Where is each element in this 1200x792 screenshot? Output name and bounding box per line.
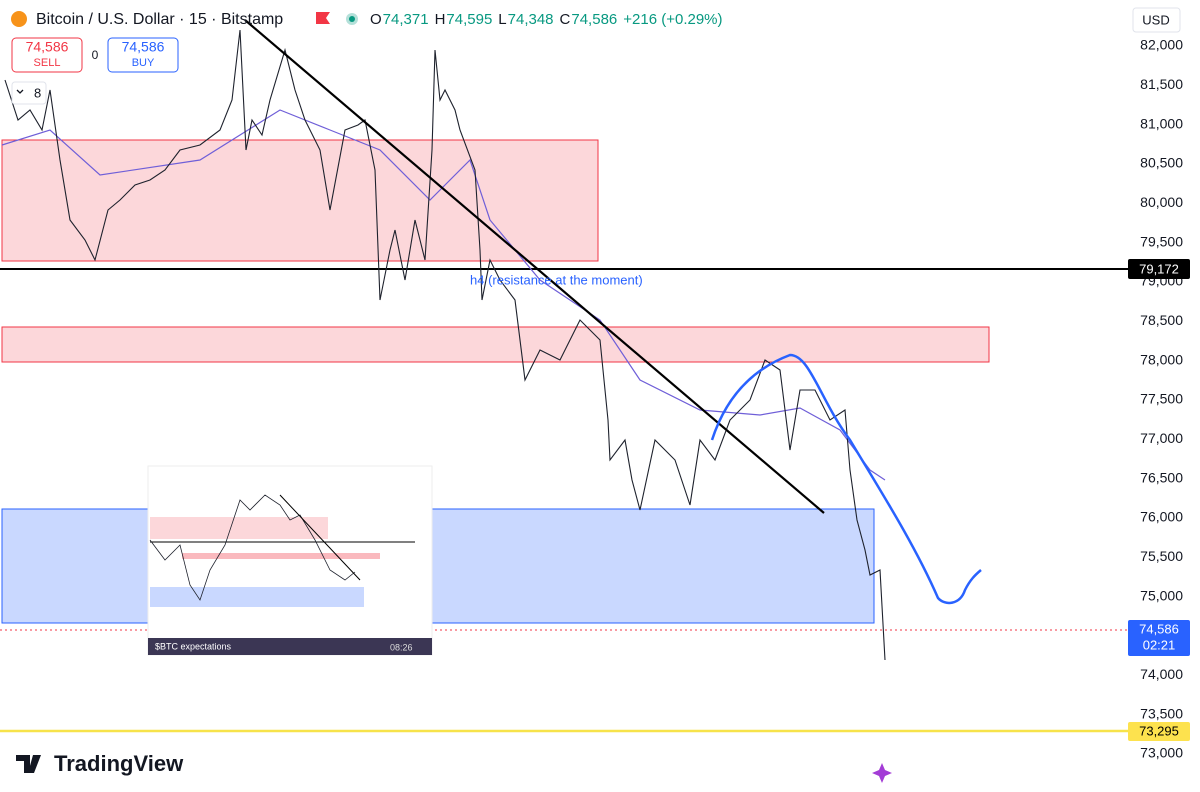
moving-average [1, 109, 886, 481]
ohlc-value: 74,595 [446, 11, 492, 28]
inset-zone [182, 553, 380, 559]
ohlc: O 74,371 H 74,595 L 74,348 C 74,586 +216 (+0.29%… [370, 11, 723, 28]
last-price-bg [1128, 620, 1190, 656]
ohlc-key: L [498, 11, 506, 28]
sell-button[interactable] [11, 37, 83, 73]
price-tick-label: 75,000 [1140, 587, 1183, 603]
countdown: 02:21 [1143, 637, 1176, 652]
inset-series [149, 494, 356, 601]
brand: TradingView [54, 751, 184, 776]
currency[interactable]: USD [1142, 12, 1169, 27]
price-tick-label: 78,000 [1140, 351, 1183, 367]
price-tick-label: 80,000 [1140, 194, 1183, 210]
projection-drawing [710, 353, 982, 605]
price-tick-label: 73,500 [1140, 705, 1183, 721]
ohlc-key: H [435, 11, 446, 28]
target-label-bg [1128, 722, 1190, 741]
inset-frame [147, 465, 433, 656]
target-label: 73,295 [1139, 723, 1179, 738]
ohlc-value: 74,586 [571, 11, 617, 28]
price-tick-label: 82,000 [1140, 37, 1183, 53]
price-tick-label: 75,500 [1140, 548, 1183, 564]
assistant-icon[interactable] [872, 763, 892, 783]
price-tick-label: 80,500 [1140, 155, 1183, 171]
symbol: Bitcoin / U.S. Dollar · 15 · Bitstamp [36, 11, 283, 28]
price-tick-label: 77,000 [1140, 430, 1183, 446]
ohlc-value: 74,348 [508, 11, 554, 28]
inset-caption: $BTC expectations [155, 641, 232, 651]
sell-label[interactable]: SELL [34, 57, 61, 69]
indicator-toggle[interactable] [11, 81, 47, 105]
inset-image: $BTC expectations 08:26 [147, 465, 433, 656]
last-price: 74,586 [1139, 621, 1179, 636]
change: +216 (+0.29%) [623, 11, 722, 28]
price-tick-label: 73,000 [1140, 745, 1183, 761]
annotation: h4 (resistance at the moment) [470, 272, 643, 287]
buy-label[interactable]: BUY [132, 57, 155, 69]
buy-price[interactable]: 74,586 [122, 39, 165, 55]
currency-button[interactable] [1132, 7, 1181, 33]
price-tick-label: 76,000 [1140, 509, 1183, 525]
level-label-bg [1128, 259, 1190, 279]
ohlc-value: 74,371 [383, 11, 429, 28]
inset-caption-bar [148, 638, 432, 655]
price-tick-label: 76,500 [1140, 469, 1183, 485]
trendline [244, 19, 825, 514]
ohlc-key: O [370, 11, 382, 28]
inset-zone [150, 587, 364, 607]
flag-icon[interactable] [316, 12, 330, 24]
price-tick-label: 81,500 [1140, 76, 1183, 92]
price-series [4, 29, 886, 661]
supply-zone [1, 326, 990, 363]
sell-price[interactable]: 74,586 [26, 39, 69, 55]
inset-trendline [279, 494, 361, 581]
price-tick-label: 81,000 [1140, 115, 1183, 131]
chevron[interactable] [16, 89, 24, 94]
demand-zone [430, 508, 875, 624]
inset-time: 08:26 [390, 642, 413, 652]
ohlc-key: C [560, 11, 571, 28]
spread: 0 [92, 48, 99, 62]
inset-zone [150, 517, 328, 539]
demand-zone [1, 508, 151, 624]
zones [1, 139, 990, 624]
buy-button[interactable] [107, 37, 179, 73]
indicator-count[interactable]: 8 [34, 85, 41, 100]
supply-zone [1, 139, 599, 262]
brand-logo [16, 755, 41, 773]
coin-icon [11, 11, 27, 27]
price-tick-label: 79,500 [1140, 233, 1183, 249]
price-tick-label: 78,500 [1140, 312, 1183, 328]
status-dot [349, 16, 355, 22]
price-tick-label: 74,000 [1140, 666, 1183, 682]
level-label: 79,172 [1139, 261, 1179, 276]
price-tick-label: 77,500 [1140, 391, 1183, 407]
